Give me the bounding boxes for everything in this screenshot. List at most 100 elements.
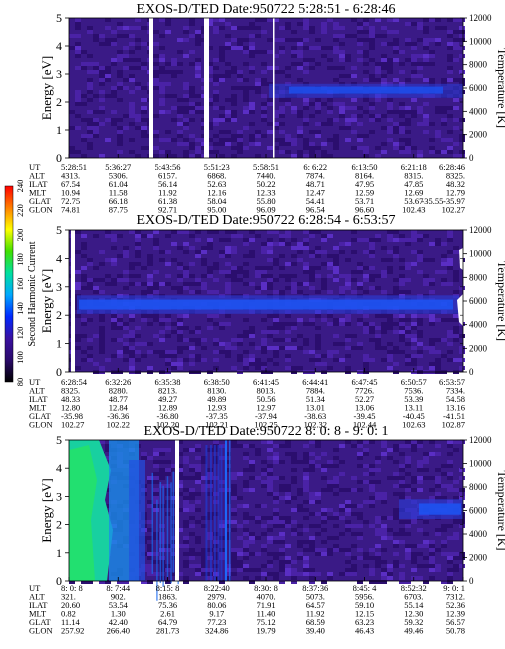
row-value: 96.54 <box>306 205 326 215</box>
row-value: 6:53:57 <box>439 377 465 387</box>
row-value: 281.73 <box>156 626 179 636</box>
row-value: 102.44 <box>353 420 377 430</box>
row-value: 75.36 <box>158 600 177 610</box>
row-value: 5:51:23 <box>204 162 230 172</box>
row-value: 56.14 <box>158 179 178 189</box>
row-value: 5073. <box>306 592 325 602</box>
y-tick-label: 0 <box>56 574 62 588</box>
y2-tick-label: 8000 <box>469 272 488 282</box>
row-value: 102.25 <box>254 420 277 430</box>
row-value: 19.79 <box>256 626 275 636</box>
row-value: 11.14 <box>61 617 81 627</box>
row-value: 6:41:45 <box>253 377 279 387</box>
row-label: GLON <box>29 205 53 215</box>
y2-tick-label: 12000 <box>469 13 492 23</box>
intense-region-core <box>69 445 97 581</box>
row-value: 12.93 <box>207 403 226 413</box>
colorbar-tick-label: 80 <box>15 378 25 387</box>
row-value: 1863. <box>158 592 177 602</box>
y2-tick-label: 10000 <box>469 36 492 46</box>
row-value: 10.94 <box>61 188 81 198</box>
y2-tick-label: 0 <box>469 576 474 586</box>
row-value: 11.58 <box>109 188 128 198</box>
spectrogram-cells <box>69 230 465 374</box>
row-value: 4070. <box>256 592 275 602</box>
row-value: 13.06 <box>355 403 374 413</box>
row-value: 49.46 <box>404 626 423 636</box>
row-value: 6:13:50 <box>352 162 378 172</box>
row-value: 7312. <box>446 592 465 602</box>
energy-band-core <box>289 86 443 94</box>
row-value: 6:38:50 <box>204 377 230 387</box>
row-value: 52.36 <box>446 600 465 610</box>
row-value: 52.27 <box>355 394 374 404</box>
row-value: 12.16 <box>207 188 226 198</box>
row-value: 12.59 <box>355 188 374 198</box>
row-value: 67.54 <box>61 179 81 189</box>
row-value: 95.00 <box>207 205 226 215</box>
y-tick-label: 3 <box>56 280 62 294</box>
data-gap <box>459 248 463 270</box>
row-value: 74.81 <box>61 205 80 215</box>
data-gap <box>273 18 275 158</box>
row-value: 8013. <box>256 386 275 396</box>
row-value: 7536. <box>404 386 423 396</box>
row-value: 102.21 <box>205 420 228 430</box>
row-value: 5:28:51 <box>61 162 87 172</box>
row-value: 51.34 <box>306 394 326 404</box>
row-value: 11.92 <box>306 609 325 619</box>
row-value: 7874. <box>306 171 325 181</box>
row-value: 2.61 <box>160 609 175 619</box>
colorbar-tick-label: 120 <box>15 327 25 340</box>
colorbar-scale <box>4 185 14 383</box>
y2-axis-label: Temperature [K] <box>495 48 505 128</box>
colorbar-tick-label: 240 <box>15 180 25 193</box>
row-label: MLT <box>29 188 47 198</box>
row-value: 102.63 <box>402 420 425 430</box>
row-value: 63.23 <box>355 617 374 627</box>
colorbar-label: Second Harmonic Current <box>27 241 38 346</box>
row-value: -37.35 <box>206 411 228 421</box>
spectrogram-cells <box>69 18 465 158</box>
row-value: 61.04 <box>109 179 129 189</box>
y2-tick-label: 10000 <box>469 459 492 469</box>
colorbar-tick-label: 100 <box>15 351 25 364</box>
streak <box>172 471 175 573</box>
row-value: 58.04 <box>207 196 227 206</box>
row-value: -38.63 <box>304 411 326 421</box>
row-value: 52.63 <box>207 179 226 189</box>
row-value: 56.57 <box>446 617 465 627</box>
row-value: 5306. <box>109 171 128 181</box>
y-tick-label: 5 <box>56 223 62 237</box>
row-value: 55.14 <box>404 600 424 610</box>
row-value: 8:30: 8 <box>254 583 278 593</box>
orbit-table: UT 6:28:54 6:32:26 6:35:38 6:38:50 6:41:45 6:4… <box>29 377 465 430</box>
row-value: 6157. <box>158 171 177 181</box>
row-value: 12.79 <box>446 188 465 198</box>
row-value: 8:52:32 <box>401 583 427 593</box>
colorbar-tick-label: 200 <box>15 229 25 242</box>
streak <box>151 472 154 574</box>
energy-band-core <box>419 503 461 515</box>
row-label: GLON <box>29 626 53 636</box>
colorbar-tick-label: 140 <box>15 302 25 315</box>
streak <box>209 445 212 581</box>
row-value: 48.71 <box>306 179 325 189</box>
row-value: 50.56 <box>256 394 275 404</box>
row-value: 48.33 <box>61 394 80 404</box>
row-value: 8213. <box>158 386 177 396</box>
y-tick-label: 0 <box>56 365 62 379</box>
row-value: 59.10 <box>355 600 374 610</box>
row-value: -36.80 <box>157 411 179 421</box>
row-value: 266.40 <box>107 626 130 636</box>
row-label: UT <box>29 162 41 172</box>
row-label: GLON <box>29 420 53 430</box>
row-value: 64.79 <box>158 617 177 627</box>
row-value: -36.36 <box>107 411 129 421</box>
row-value: 50.22 <box>256 179 275 189</box>
row-label: UT <box>29 583 41 593</box>
y2-tick-label: 0 <box>469 367 474 377</box>
row-value: 6703. <box>404 592 423 602</box>
chart-title: EXOS-D/TED Date:950722 5:28:51 - 6:28:46 <box>137 2 396 17</box>
